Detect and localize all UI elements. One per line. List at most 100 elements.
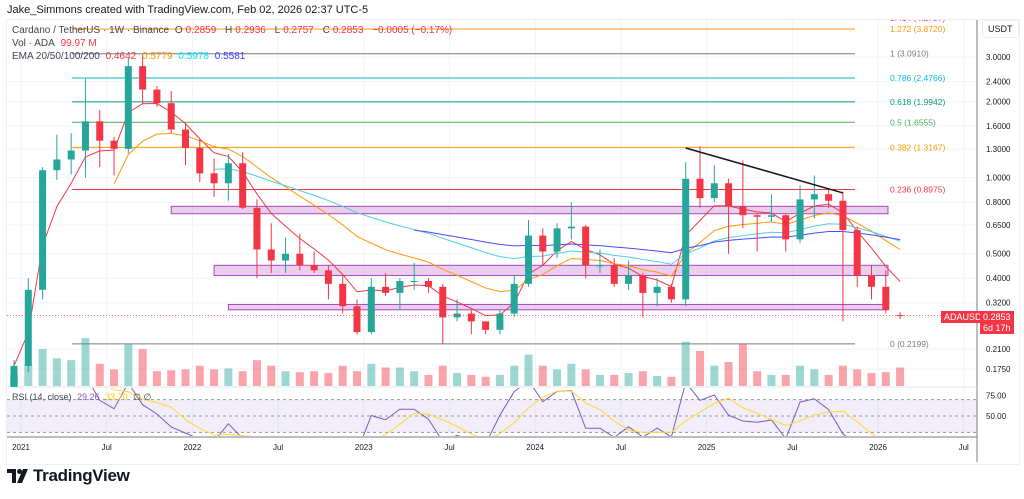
candle-body <box>667 286 675 300</box>
volume-bar <box>224 368 233 386</box>
volume-bar <box>538 365 547 386</box>
candle-body <box>110 140 118 149</box>
candle-body <box>525 235 532 284</box>
ema200-line <box>414 229 901 254</box>
volume-bar <box>281 371 290 386</box>
volume-bar <box>267 365 276 386</box>
volume-bar <box>753 371 762 386</box>
candle-body <box>239 163 247 208</box>
candle-body <box>725 183 733 207</box>
legend-ema-row[interactable]: EMA 20/50/100/200 0.4642 0.5779 0.5978 0… <box>12 51 248 62</box>
volume-bar <box>624 373 633 386</box>
legend-rsi-row[interactable]: RSI (14, close) 29.26 33.70 ∅ ∅ <box>12 392 154 403</box>
volume-bar <box>653 375 662 386</box>
volume-bar <box>824 374 833 386</box>
volume-bar <box>52 358 61 386</box>
volume-bar <box>67 360 76 386</box>
candle-body <box>596 265 604 267</box>
volume-bar <box>867 373 876 386</box>
rsi-pane <box>7 388 977 436</box>
volume-bar <box>195 365 204 386</box>
currency-button[interactable]: USDT <box>982 20 1019 38</box>
legend-symbol-row: Cardano / TetherUS · 1W · Binance O 0.285… <box>12 25 455 36</box>
volume-bar <box>353 371 361 386</box>
tradingview-brand: TradingView <box>33 466 130 485</box>
candle-body <box>39 170 47 290</box>
candle-body <box>81 121 89 151</box>
legend-close: C 0.2853 <box>322 25 364 36</box>
price-axis-label: 0.5000 <box>986 250 1011 259</box>
candle-body <box>853 230 861 276</box>
volume-bar <box>181 369 190 386</box>
legend-rsi-extra: ∅ ∅ <box>133 392 152 402</box>
ema50-line <box>113 132 901 293</box>
time-axis-label: 2021 <box>12 443 30 452</box>
candle-body <box>567 226 575 229</box>
tradingview-logo[interactable]: TradingView <box>7 466 130 486</box>
rsi-ma-line <box>110 388 877 436</box>
volume-bar <box>124 343 133 386</box>
volume-bar <box>338 365 347 386</box>
volume-bar <box>710 365 719 386</box>
candle-body <box>424 281 432 287</box>
fib-level-label: 0.5 (1.6555) <box>890 117 936 127</box>
volume-bar <box>167 370 176 386</box>
legend-ema100: 0.5978 <box>178 51 209 62</box>
candle-body <box>282 253 290 261</box>
candle-body <box>10 365 18 387</box>
bar-countdown-tag: 6d 17h <box>980 322 1014 334</box>
candle-body <box>553 228 561 252</box>
legend-symbol[interactable]: Cardano / TetherUS · 1W · Binance <box>12 25 170 36</box>
volume-bar <box>110 369 119 386</box>
volume-bar <box>424 374 433 386</box>
legend-volume-value: 99.97 M <box>60 38 97 49</box>
volume-bar <box>138 349 147 386</box>
candle-body <box>153 89 161 104</box>
candle-body <box>24 289 32 366</box>
legend-high: H 0.2936 <box>225 25 266 36</box>
candle-body <box>767 215 775 217</box>
candle-body <box>882 286 890 310</box>
support-resistance-zone <box>213 264 889 277</box>
volume-bar <box>567 363 576 386</box>
volume-bar <box>796 365 805 386</box>
candle-body <box>67 150 75 160</box>
volume-bar <box>781 374 790 386</box>
time-axis-label: Jul <box>273 443 283 452</box>
volume-bar <box>810 369 819 386</box>
candle-body <box>639 275 647 293</box>
price-axis-label: 0.2100 <box>986 345 1011 354</box>
candle-body <box>653 286 661 293</box>
volume-bar <box>24 363 33 386</box>
price-axis-label: 0.1750 <box>986 365 1011 374</box>
volume-bar <box>467 374 476 386</box>
trendline <box>685 147 844 194</box>
time-axis-label: Jul <box>959 443 969 452</box>
price-axis-label: 1.6000 <box>986 122 1011 131</box>
fib-level-label: 0 (0.2199) <box>890 339 929 349</box>
fib-level-label: 1.414 (4.2797) <box>890 13 945 23</box>
volume-bar <box>438 365 447 386</box>
price-axis-label: 0.6500 <box>986 221 1011 230</box>
time-axis-label: 2025 <box>698 443 716 452</box>
volume-bar <box>838 365 847 386</box>
rsi-band <box>7 399 977 433</box>
candle-body <box>696 178 704 199</box>
legend-volume-row[interactable]: Vol · ADA 99.97 M <box>12 38 100 49</box>
candle-body <box>896 315 904 317</box>
candle-body <box>625 275 633 284</box>
candle-body <box>710 183 718 199</box>
time-axis-label: Jul <box>102 443 112 452</box>
candle-body <box>467 313 475 322</box>
fib-level-label: 0.236 (0.8975) <box>890 185 945 195</box>
volume-bar <box>724 362 733 386</box>
legend-volume-label: Vol · ADA <box>12 38 55 49</box>
volume-bar <box>410 371 419 386</box>
candle-body <box>324 270 332 284</box>
tradingview-logo-icon <box>7 469 28 483</box>
volume-bar <box>896 367 905 386</box>
candle-body <box>196 147 204 174</box>
candle-body <box>382 286 390 293</box>
legend-rsi-ma-value: 33.70 <box>105 392 128 402</box>
